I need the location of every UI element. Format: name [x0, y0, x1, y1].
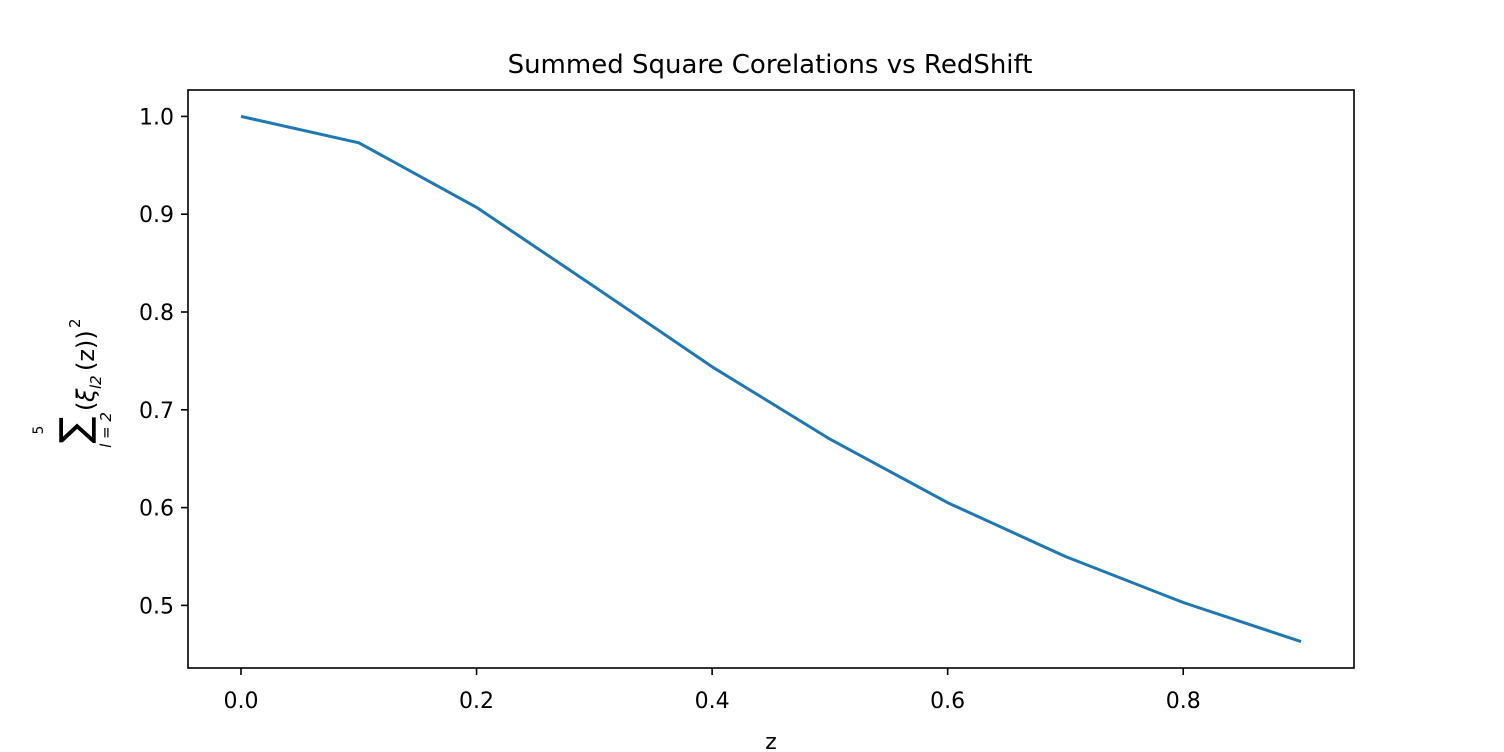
x-tick-label: 0.4 [695, 689, 730, 714]
series-layer [240, 114, 1302, 644]
y-axis-label: 5 ∑ l = 2 ( ξ l2 (z)) 2 [31, 318, 115, 447]
y-tick-label: 0.5 [139, 594, 174, 619]
y-label-xi: ξ [72, 388, 100, 403]
y-label-xi-subscript: l2 [87, 375, 105, 389]
y-label-upper-limit: 5 [31, 426, 47, 435]
y-label-exponent: 2 [66, 318, 84, 328]
x-tick-label: 0.6 [930, 689, 965, 714]
y-label-argument: (z)) [72, 330, 100, 371]
y-tick-label: 1.0 [139, 105, 174, 130]
y-label-sum-symbol: ∑ [52, 416, 98, 443]
x-axis-label: z [765, 730, 777, 752]
y-tick-label: 0.9 [139, 203, 174, 228]
plot-area: 0.0 0.2 0.4 0.6 0.8 0.5 0.6 0.7 0.8 0.9 1.0 [139, 89, 1355, 714]
y-axis-ticks: 0.5 0.6 0.7 0.8 0.9 1.0 [139, 105, 188, 619]
x-axis-ticks: 0.0 0.2 0.4 0.6 0.8 [224, 668, 1201, 714]
plot-frame [187, 89, 1355, 669]
x-tick-label: 0.2 [459, 689, 494, 714]
x-tick-label: 0.8 [1166, 689, 1201, 714]
y-tick-label: 0.6 [139, 497, 174, 522]
x-tick-label: 0.0 [224, 689, 259, 714]
y-label-lower-limit: l = 2 [97, 412, 115, 448]
y-tick-label: 0.7 [139, 399, 174, 424]
y-tick-label: 0.8 [139, 301, 174, 326]
y-label-open-paren: ( [72, 402, 100, 411]
series-line [240, 114, 1302, 644]
chart-title: Summed Square Corelations vs RedShift [508, 50, 1033, 80]
